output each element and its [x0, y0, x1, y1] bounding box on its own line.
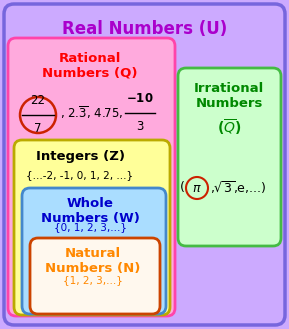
Text: {...-2, -1, 0, 1, 2, ...}: {...-2, -1, 0, 1, 2, ...}: [26, 170, 134, 180]
Text: $\mathbf{-10}$: $\mathbf{-10}$: [126, 92, 154, 105]
FancyBboxPatch shape: [178, 68, 281, 246]
FancyBboxPatch shape: [14, 140, 170, 315]
Text: Rational
Numbers (Q): Rational Numbers (Q): [42, 52, 138, 80]
Text: Real Numbers (U): Real Numbers (U): [62, 20, 227, 38]
Text: 3: 3: [136, 120, 144, 133]
Text: Natural
Numbers (N): Natural Numbers (N): [45, 247, 141, 275]
Text: {1, 2, 3,...}: {1, 2, 3,...}: [63, 275, 123, 285]
Text: (: (: [180, 182, 185, 194]
FancyBboxPatch shape: [4, 4, 285, 325]
Text: {0, 1, 2, 3,...}: {0, 1, 2, 3,...}: [53, 222, 127, 232]
FancyBboxPatch shape: [30, 238, 160, 314]
Text: Whole
Numbers (W): Whole Numbers (W): [40, 197, 139, 225]
Text: $\pi$: $\pi$: [192, 182, 202, 194]
Text: Irrational
Numbers: Irrational Numbers: [194, 82, 264, 110]
FancyBboxPatch shape: [22, 188, 166, 314]
Text: , 2.$\overline{3}$, 4.75,: , 2.$\overline{3}$, 4.75,: [60, 105, 123, 121]
Text: 7: 7: [34, 122, 42, 135]
Text: Integers (Z): Integers (Z): [36, 150, 125, 163]
Text: ($\overline{Q}$): ($\overline{Q}$): [217, 118, 241, 138]
Text: ,$\sqrt{3}$,e,...): ,$\sqrt{3}$,e,...): [210, 180, 266, 196]
FancyBboxPatch shape: [8, 38, 175, 316]
Text: 22: 22: [31, 94, 45, 107]
